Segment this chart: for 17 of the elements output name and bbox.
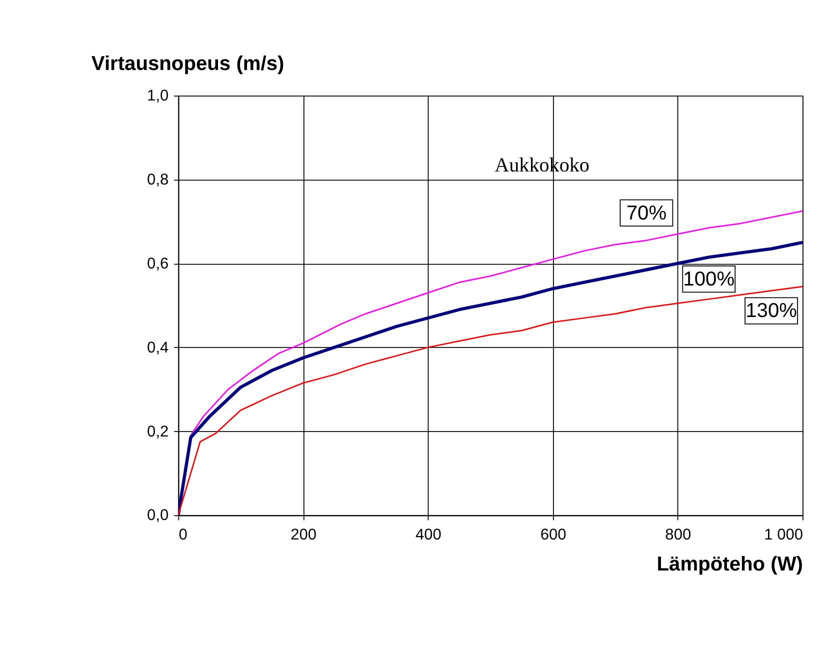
- y-tick-label: 0,4: [147, 339, 169, 356]
- x-tick-label: 200: [290, 526, 317, 544]
- x-axis-title: Lämpöteho (W): [656, 553, 803, 576]
- series-label: 130%: [746, 300, 798, 322]
- y-tick-label: 0,2: [147, 423, 169, 440]
- x-tick-label: 1 000: [764, 526, 804, 544]
- chart-title: Virtausnopeus (m/s): [91, 53, 284, 76]
- x-tick-label: 600: [540, 526, 567, 544]
- x-tick-label: 0: [178, 526, 188, 544]
- series-label: 100%: [683, 268, 735, 290]
- y-tick-label: 0,0: [147, 507, 169, 524]
- x-tick-label: 800: [665, 526, 692, 544]
- series-label: 70%: [626, 202, 667, 224]
- y-tick-label: 0,6: [147, 255, 169, 272]
- y-tick-label: 0,8: [147, 172, 169, 189]
- y-tick-label: 1,0: [147, 88, 169, 105]
- x-tick-label: 400: [415, 526, 442, 544]
